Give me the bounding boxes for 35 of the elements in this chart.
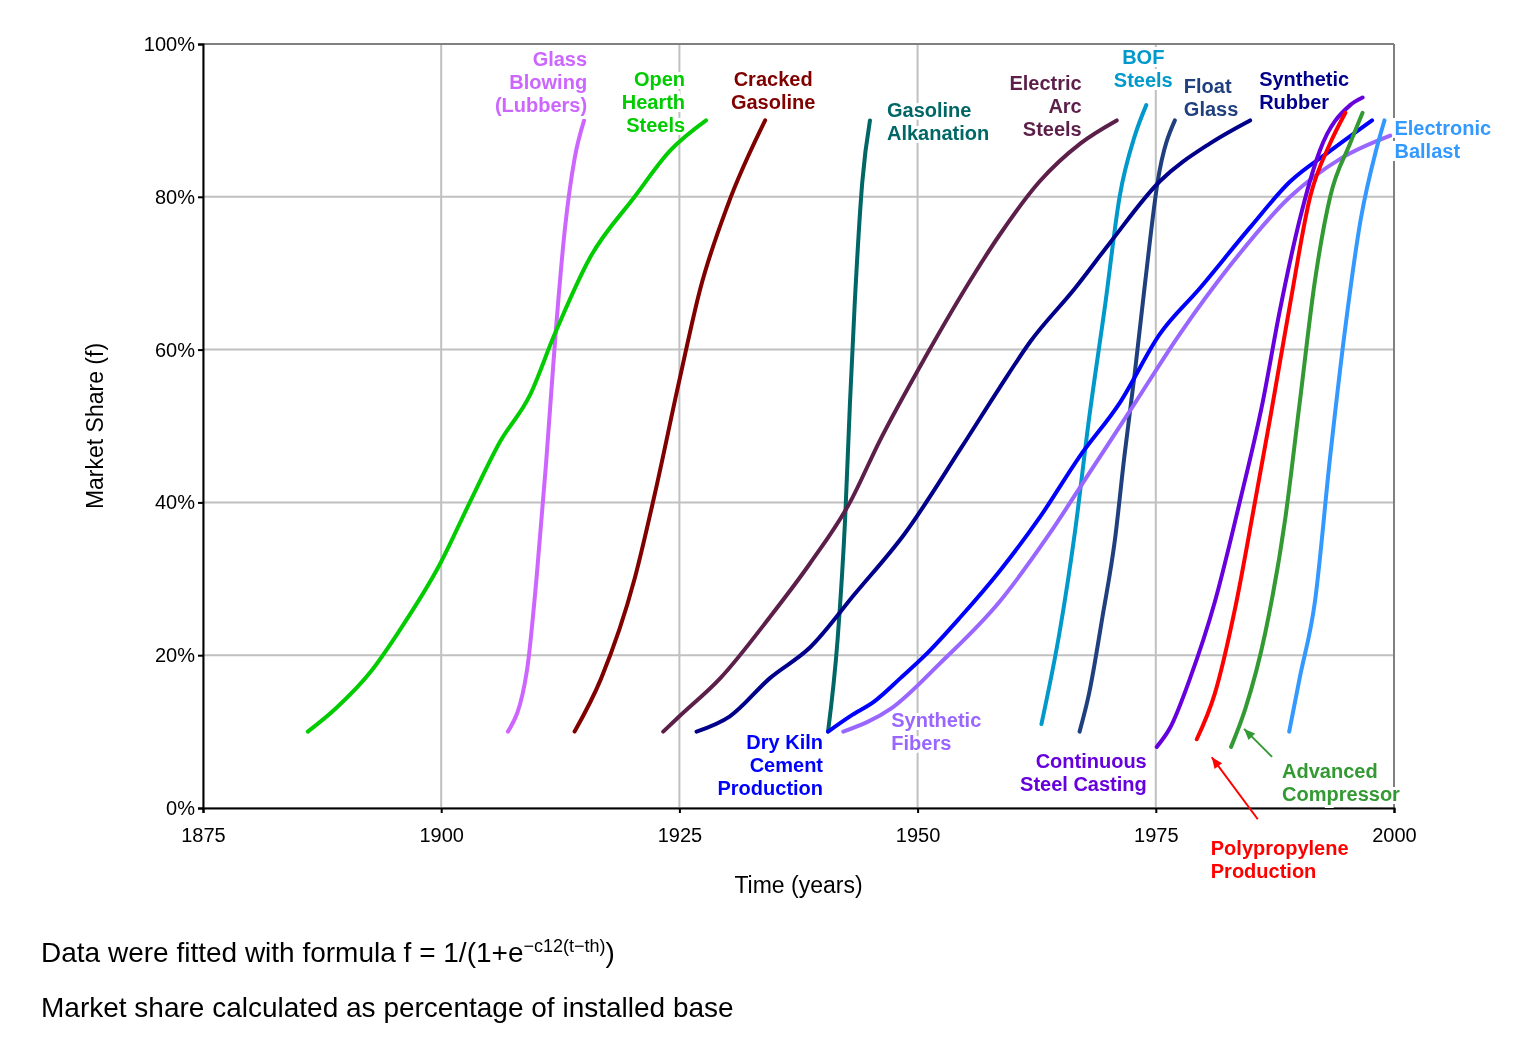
x-tick-label: 1925 — [657, 824, 703, 846]
text: Market share calculated as percentage of installed base — [41, 992, 734, 1023]
text: Polypropylene Production — [1210, 837, 1349, 883]
y-tick-label: 40% — [154, 491, 196, 514]
series-label: Open Hearth Steels — [621, 68, 686, 137]
x-tick-label: 1900 — [419, 824, 464, 846]
series-label: Cracked Gasoline — [730, 68, 816, 114]
text: Data were fitted with formula f = 1/(1+e$^{−c12(t−th)}$) — [41, 936, 615, 968]
y-tick-label: 20% — [154, 644, 196, 667]
series-label: Gasoline Alkanation — [886, 99, 990, 145]
line-series — [572, 118, 768, 734]
y-tick-label: 0% — [166, 796, 196, 819]
series-label: Electronic Ballast — [1394, 117, 1492, 163]
y-axis-title: Market Share (f) — [82, 342, 108, 510]
line-series — [1154, 95, 1365, 749]
x-axis-title: Time (years) — [734, 872, 863, 898]
y-tick-label: 100% — [143, 32, 196, 55]
x-tick-label: 1875 — [181, 824, 226, 846]
series-label: Synthetic Rubber — [1259, 68, 1350, 114]
x-tick-label: 2000 — [1372, 824, 1417, 846]
series-label: Continuous Steel Casting — [1020, 749, 1147, 795]
series-label: Dry Kiln Cement Production — [717, 730, 824, 799]
series-label: Glass Blowing (Lubbers) — [494, 48, 588, 117]
y-tick-label: 80% — [154, 185, 196, 208]
line-series — [505, 118, 587, 734]
line-series — [305, 118, 709, 734]
series-label: Float Glass — [1183, 75, 1239, 121]
series-label: BOF Steels — [1113, 46, 1173, 92]
series-label: Electric Arc Steels — [1009, 72, 1082, 141]
line-series — [694, 118, 1253, 734]
y-tick-label: 60% — [154, 338, 196, 361]
series-label: Synthetic Fibers — [891, 708, 982, 754]
x-tick-label: 1975 — [1134, 824, 1179, 846]
line-series — [1287, 118, 1387, 734]
x-tick-label: 1950 — [895, 824, 941, 846]
